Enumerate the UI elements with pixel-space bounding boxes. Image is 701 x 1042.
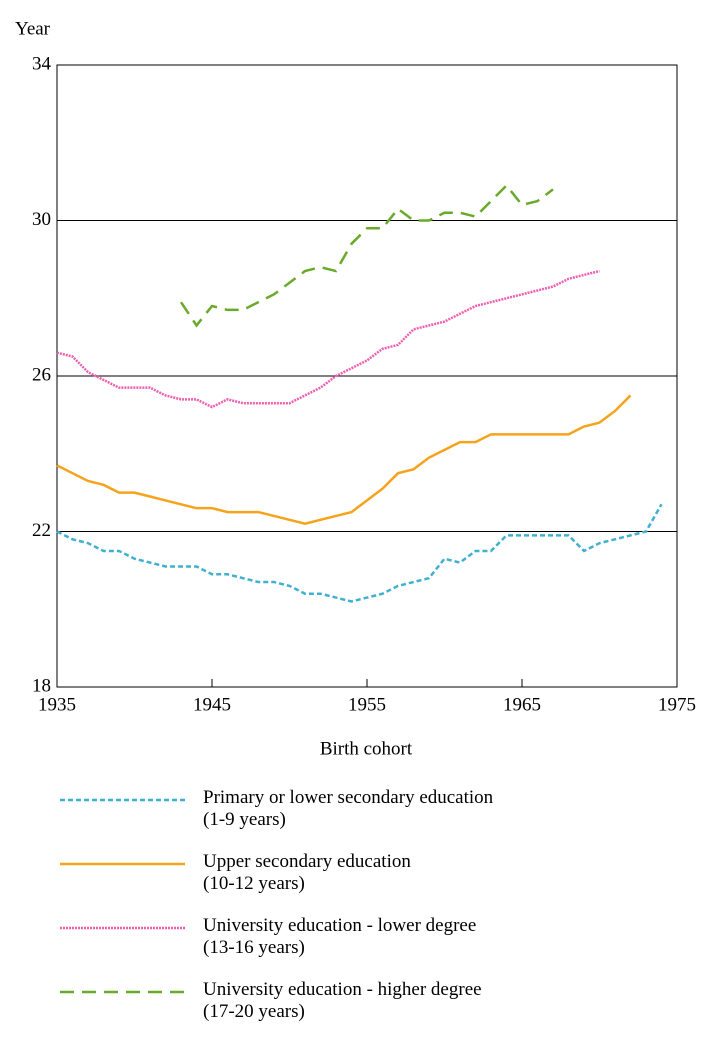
- y-tick-label: 22: [32, 520, 51, 541]
- series-line: [56, 269, 600, 409]
- legend-label: Primary or lower secondary education (1-…: [203, 787, 494, 830]
- x-tick-label: 1955: [348, 694, 386, 715]
- y-tick-label: 26: [32, 364, 51, 385]
- x-tick-label: 1965: [503, 694, 541, 715]
- x-tick-label: 1935: [38, 694, 76, 715]
- legend-label: University education - lower degree (13-…: [203, 915, 477, 958]
- series-line: [56, 394, 632, 526]
- x-axis-label: Birth cohort: [320, 738, 413, 759]
- y-tick-label: 18: [32, 675, 51, 696]
- legend-label: University education - higher degree (17…: [203, 979, 482, 1022]
- x-tick-label: 1945: [193, 694, 231, 715]
- legend-label: Upper secondary education (10-12 years): [203, 851, 411, 894]
- series-line: [56, 503, 663, 603]
- y-axis-label: Year: [15, 18, 51, 39]
- y-tick-label: 30: [32, 209, 51, 230]
- y-tick-label: 34: [32, 53, 52, 74]
- series-line: [179, 183, 554, 328]
- x-tick-label: 1975: [658, 694, 696, 715]
